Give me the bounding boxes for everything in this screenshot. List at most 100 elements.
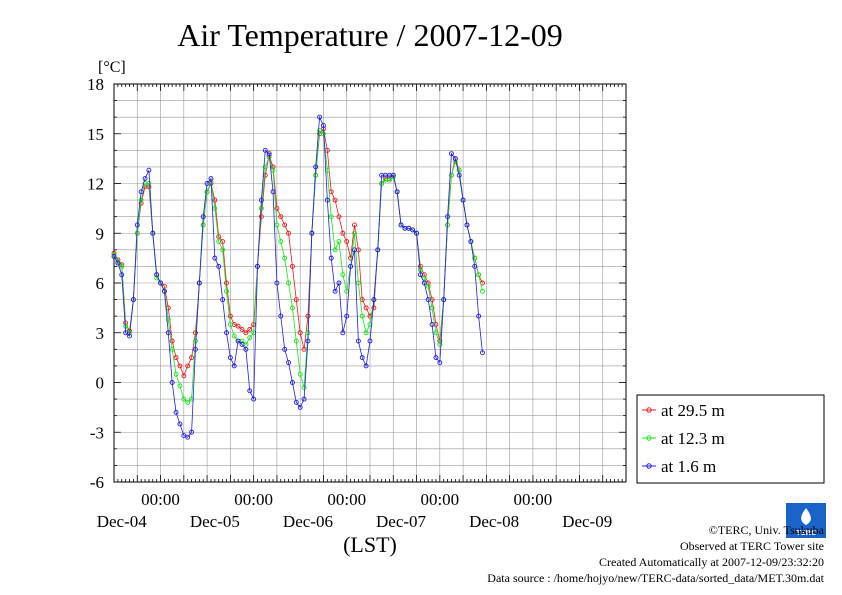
y-tick-label: 9 (96, 224, 105, 243)
data-point (224, 288, 229, 294)
data-point (134, 222, 140, 228)
data-point (216, 263, 222, 269)
data-point (437, 341, 443, 347)
data-point (332, 288, 338, 294)
data-point (247, 326, 253, 332)
logo-text: TERC (796, 529, 816, 537)
data-point (193, 330, 198, 336)
data-point (177, 363, 183, 369)
y-tick-label: 18 (87, 75, 104, 94)
data-point (317, 114, 323, 120)
data-point (472, 255, 478, 261)
legend-marker (646, 463, 652, 469)
data-point (363, 363, 369, 369)
data-point (119, 263, 125, 269)
data-point (224, 330, 229, 336)
data-point (429, 322, 435, 327)
data-point (297, 330, 303, 336)
data-point (181, 433, 187, 439)
data-point (286, 230, 291, 236)
data-point (274, 205, 280, 211)
data-point (173, 409, 179, 415)
x-tick-label: 00:00 (420, 490, 459, 509)
data-point (476, 313, 482, 319)
data-point (251, 396, 257, 402)
data-point (355, 338, 361, 344)
data-point (282, 346, 288, 352)
data-point (480, 288, 485, 294)
data-point (278, 214, 284, 220)
data-point (355, 280, 361, 286)
data-point (386, 177, 392, 183)
data-point (185, 399, 191, 405)
data-point (344, 239, 350, 244)
data-point (146, 167, 152, 173)
data-point (165, 317, 171, 322)
date-label: Dec-05 (190, 512, 240, 531)
data-point (208, 176, 214, 181)
data-point (406, 225, 412, 231)
data-point (472, 263, 478, 269)
data-point (476, 272, 482, 278)
data-point (204, 189, 210, 195)
data-point (359, 313, 365, 319)
data-point (313, 164, 319, 170)
data-point (130, 297, 136, 303)
data-point (371, 305, 377, 311)
data-point (216, 239, 222, 244)
y-tick-label: 0 (96, 374, 105, 393)
y-tick-label: 6 (96, 274, 105, 293)
data-point (352, 247, 357, 253)
data-point (452, 156, 458, 162)
data-point (414, 230, 419, 236)
x-tick-labels: 00:00 00:00 00:00 00:00 00:00 Dec-04 Dec-05 Dec… (97, 490, 612, 531)
y-axis-unit: [°C] (98, 59, 126, 76)
data-point (417, 272, 423, 278)
x-tick-label: 00:00 (234, 490, 273, 509)
data-point (193, 346, 198, 352)
footer-source: Data source : /home/hojyo/new/TERC-data/… (487, 571, 824, 585)
x-tick-label: 00:00 (327, 490, 366, 509)
data-point (359, 355, 365, 361)
data-point (390, 172, 396, 178)
data-point (468, 239, 474, 244)
data-point (123, 330, 129, 336)
drop-icon (801, 508, 811, 525)
data-point (332, 197, 338, 203)
data-point (301, 385, 307, 390)
data-point (189, 396, 195, 402)
data-point (429, 305, 435, 311)
data-point (301, 396, 307, 402)
data-point (375, 247, 381, 253)
data-point (363, 305, 369, 311)
data-point (270, 189, 276, 195)
data-point (441, 297, 447, 303)
data-point (220, 247, 226, 253)
data-point (297, 371, 303, 377)
data-point (293, 399, 299, 405)
legend-box (636, 394, 825, 484)
data-point (173, 371, 179, 377)
data-point (336, 214, 342, 220)
data-point (138, 189, 144, 195)
data-point (363, 330, 369, 336)
date-label: Dec-09 (562, 512, 612, 531)
data-point (317, 127, 323, 133)
data-point (111, 254, 117, 259)
data-point (348, 263, 354, 269)
date-label: Dec-08 (469, 512, 519, 531)
data-point (212, 205, 218, 211)
footer: ©TERC, Univ. Tsukuba Observed at TERC To… (487, 523, 824, 585)
y-tick-label: 3 (96, 324, 105, 343)
data-point (274, 280, 280, 286)
data-point (332, 247, 338, 253)
data-point (456, 167, 462, 173)
data-point (301, 346, 307, 352)
data-point (367, 322, 373, 327)
y-tick-label: -6 (90, 473, 104, 492)
data-point (173, 355, 179, 361)
data-point (421, 280, 427, 286)
legend: at 29.5 m at 12.3 m at 1.6 m (636, 394, 825, 484)
data-point (231, 363, 237, 369)
